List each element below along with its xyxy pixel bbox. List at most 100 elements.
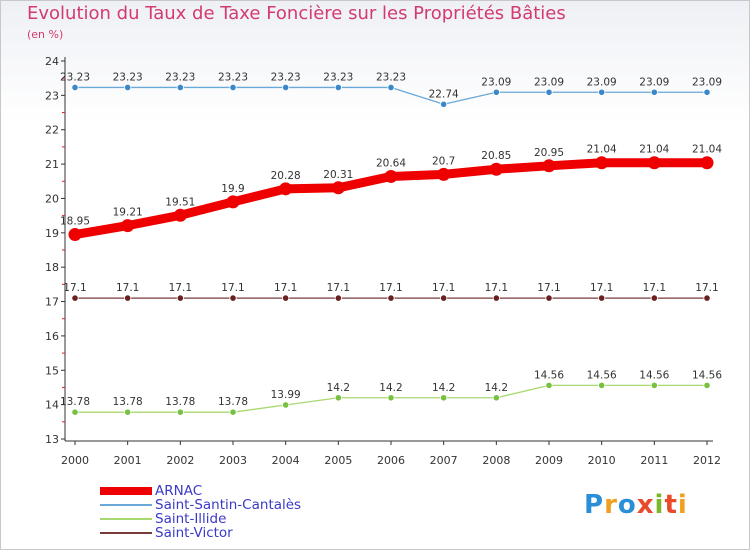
data-label-arnac: 19.9 — [221, 183, 244, 195]
legend-label-saint-santin-cantales: Saint-Santin-Cantalès — [155, 497, 302, 513]
data-point-saint-illide — [598, 381, 606, 389]
data-label-saint-victor: 17.1 — [274, 282, 297, 294]
y-tick-label: 24 — [45, 55, 59, 68]
data-point-saint-santin-cantales — [492, 88, 500, 96]
data-point-saint-illide — [334, 394, 342, 402]
data-label-saint-santin-cantales: 23.09 — [639, 76, 669, 88]
x-tick-label: 2006 — [377, 454, 405, 467]
data-point-saint-santin-cantales — [703, 88, 711, 96]
data-point-arnac — [437, 167, 451, 181]
data-label-arnac: 20.95 — [534, 147, 564, 159]
data-label-saint-victor: 17.1 — [379, 282, 402, 294]
legend-label-saint-victor: Saint-Victor — [155, 525, 233, 541]
y-tick-label: 14 — [45, 399, 59, 412]
y-tick-label: 13 — [45, 433, 59, 446]
data-point-arnac — [489, 162, 503, 176]
data-label-saint-santin-cantales: 23.23 — [271, 71, 301, 83]
data-point-saint-victor — [71, 294, 79, 302]
x-tick-label: 2010 — [588, 454, 616, 467]
data-label-saint-santin-cantales: 23.09 — [534, 76, 564, 88]
data-point-saint-santin-cantales — [71, 83, 79, 92]
data-label-saint-victor: 17.1 — [432, 282, 455, 294]
data-point-saint-victor — [440, 294, 448, 302]
data-label-saint-santin-cantales: 23.09 — [481, 76, 511, 88]
data-label-arnac: 19.21 — [113, 207, 143, 219]
data-label-arnac: 20.85 — [481, 150, 511, 162]
data-point-arnac — [279, 182, 293, 196]
legend-swatch-saint-illide — [100, 518, 152, 520]
data-point-saint-victor — [492, 294, 500, 302]
data-point-saint-victor — [229, 294, 237, 302]
y-tick-label: 22 — [45, 124, 59, 137]
logo-letter: P — [584, 490, 605, 520]
data-label-arnac: 20.64 — [376, 157, 406, 169]
data-label-saint-santin-cantales: 23.23 — [113, 71, 143, 83]
data-point-arnac — [700, 156, 714, 170]
y-tick-label: 15 — [45, 364, 59, 377]
logo-letter: i — [654, 490, 665, 520]
y-tick-label: 21 — [45, 158, 59, 171]
data-point-saint-illide — [440, 394, 448, 402]
data-point-arnac — [331, 181, 345, 195]
data-point-saint-illide — [703, 381, 711, 389]
data-point-saint-illide — [229, 408, 237, 416]
data-point-saint-illide — [71, 408, 79, 416]
data-label-arnac: 21.04 — [692, 144, 722, 156]
data-label-saint-illide: 14.2 — [432, 382, 455, 394]
y-tick-label: 16 — [45, 330, 59, 343]
data-label-saint-santin-cantales: 23.09 — [587, 76, 617, 88]
x-tick-label: 2012 — [693, 454, 721, 467]
data-label-saint-santin-cantales: 23.23 — [376, 71, 406, 83]
data-label-saint-illide: 14.2 — [379, 382, 402, 394]
data-label-saint-santin-cantales: 23.09 — [692, 76, 722, 88]
data-label-saint-victor: 17.1 — [537, 282, 560, 294]
data-label-saint-illide: 13.78 — [165, 396, 195, 408]
data-point-saint-santin-cantales — [440, 100, 448, 108]
unit-label: (en %) — [27, 28, 64, 41]
data-label-saint-illide: 14.2 — [485, 382, 508, 394]
data-point-saint-illide — [545, 381, 553, 389]
data-label-saint-illide: 14.56 — [692, 369, 722, 381]
data-label-arnac: 20.31 — [323, 169, 353, 181]
data-point-saint-santin-cantales — [598, 88, 606, 96]
data-point-saint-victor — [703, 294, 711, 302]
x-tick-label: 2009 — [535, 454, 563, 467]
data-label-saint-illide: 13.78 — [218, 396, 248, 408]
data-label-arnac: 21.04 — [587, 144, 617, 156]
data-label-saint-illide: 13.78 — [113, 396, 143, 408]
data-point-saint-santin-cantales — [282, 83, 290, 92]
logo-letter: i — [677, 490, 688, 520]
data-label-saint-victor: 17.1 — [221, 282, 244, 294]
data-point-arnac — [68, 228, 82, 242]
data-point-saint-santin-cantales — [650, 88, 658, 96]
y-tick-label: 23 — [45, 89, 59, 102]
x-tick-label: 2011 — [640, 454, 668, 467]
data-label-arnac: 20.28 — [271, 170, 301, 182]
x-tick-label: 2000 — [61, 454, 89, 467]
data-point-saint-victor — [650, 294, 658, 302]
data-label-saint-santin-cantales: 22.74 — [429, 88, 459, 100]
data-label-arnac: 21.04 — [639, 144, 669, 156]
data-point-saint-santin-cantales — [334, 83, 342, 92]
logo-letter: r — [604, 490, 618, 520]
y-tick-label: 18 — [45, 261, 59, 274]
data-point-arnac — [542, 159, 556, 173]
data-point-saint-victor — [282, 294, 290, 302]
logo-letter: o — [617, 490, 637, 520]
data-point-saint-victor — [176, 294, 184, 302]
data-point-saint-santin-cantales — [176, 83, 184, 92]
y-tick-label: 19 — [45, 227, 59, 240]
chart-title: Evolution du Taux de Taxe Foncière sur l… — [27, 3, 566, 24]
x-tick-label: 2001 — [114, 454, 142, 467]
data-label-saint-illide: 14.56 — [587, 369, 617, 381]
legend-label-arnac: ARNAC — [155, 483, 203, 499]
data-label-saint-illide: 14.56 — [534, 369, 564, 381]
legend-swatch-arnac — [100, 487, 152, 495]
y-tick-label: 20 — [45, 192, 59, 205]
data-point-saint-illide — [282, 401, 290, 409]
data-point-saint-victor — [545, 294, 553, 302]
data-label-saint-santin-cantales: 23.23 — [323, 71, 353, 83]
x-tick-label: 2007 — [430, 454, 458, 467]
data-label-saint-santin-cantales: 23.23 — [218, 71, 248, 83]
